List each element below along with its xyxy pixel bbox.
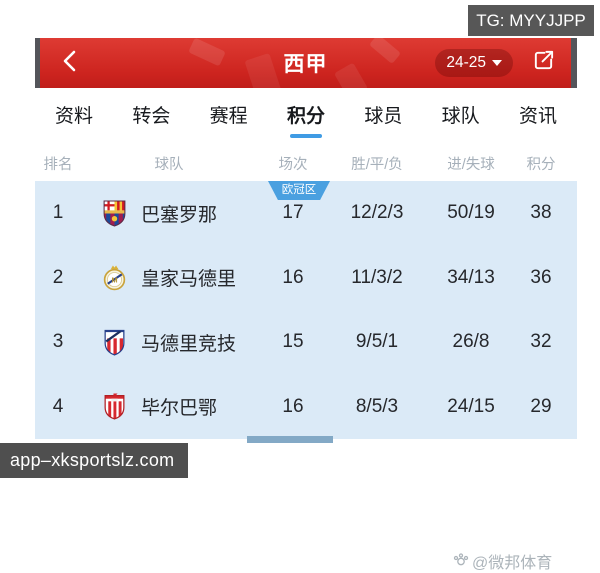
tab-players[interactable]: 球员 — [364, 101, 402, 138]
played-cell: 16 — [282, 266, 304, 288]
table-row[interactable]: 2 M 皇家马德里 16 11/3/2 34/13 36 — [35, 246, 577, 311]
tab-standings[interactable]: 积分 — [287, 101, 325, 138]
champions-league-zone-badge: 欧冠区 — [268, 181, 330, 200]
wdl-cell: 8/5/3 — [355, 395, 399, 417]
tab-transfers[interactable]: 转会 — [132, 101, 170, 138]
rank-cell: 4 — [52, 395, 64, 417]
confetti-decoration — [333, 62, 369, 88]
confetti-decoration — [369, 38, 401, 65]
table-row[interactable]: 3 马 — [35, 310, 577, 375]
tab-schedule[interactable]: 赛程 — [210, 101, 248, 138]
team-cell: 马德里竞技 — [81, 329, 257, 356]
chevron-down-icon — [492, 60, 502, 66]
confetti-decoration — [188, 38, 226, 67]
played-cell: 15 — [282, 331, 304, 353]
chevron-left-icon — [62, 50, 76, 77]
team-name: 巴塞罗那 — [141, 204, 218, 226]
share-icon — [532, 49, 555, 77]
table-row[interactable]: 欧冠区 1 — [35, 181, 577, 246]
barcelona-crest-icon — [101, 200, 128, 227]
table-row[interactable]: 4 — [35, 375, 577, 440]
tab-label: 赛程 — [209, 106, 248, 127]
team-cell: M 皇家马德里 — [81, 264, 257, 291]
standings-table: 欧冠区 1 — [35, 181, 577, 572]
tab-info[interactable]: 资料 — [55, 101, 93, 138]
watermark: @微邦体育 — [453, 549, 552, 573]
next-row-partial — [247, 436, 333, 443]
watermark-text: @微邦体育 — [472, 555, 553, 572]
tab-label: 球队 — [441, 106, 480, 127]
tab-news[interactable]: 资讯 — [519, 101, 557, 138]
wdl-cell: 11/3/2 — [351, 266, 403, 288]
played-cell: 16 — [282, 395, 304, 417]
goals-cell: 34/13 — [447, 266, 495, 288]
tab-teams[interactable]: 球队 — [442, 101, 480, 138]
active-tab-underline — [289, 134, 322, 138]
tab-label: 积分 — [286, 106, 325, 127]
points-cell: 32 — [530, 331, 552, 353]
wdl-cell: 9/5/1 — [355, 331, 399, 353]
page-title: 西甲 — [283, 53, 328, 76]
app-window: 西甲 24-25 资料 转会 赛程 积分 球员 球队 资讯 排名 球队 场次 — [35, 38, 577, 572]
team-name: 马德里竞技 — [141, 333, 237, 355]
paw-icon — [453, 551, 469, 572]
col-wdl: 胜/平/负 — [351, 156, 403, 173]
share-button[interactable] — [529, 49, 557, 77]
wdl-cell: 12/2/3 — [350, 202, 404, 224]
confetti-decoration — [244, 52, 282, 88]
tab-label: 资讯 — [518, 106, 557, 127]
points-cell: 36 — [530, 266, 552, 288]
team-name: 皇家马德里 — [141, 269, 237, 291]
season-label: 24-25 — [446, 54, 486, 71]
rank-cell: 2 — [52, 266, 64, 288]
tab-label: 球员 — [364, 106, 403, 127]
real-madrid-crest-icon: M — [101, 264, 128, 291]
col-rank: 排名 — [43, 156, 73, 173]
col-team: 球队 — [154, 156, 184, 173]
col-played: 场次 — [278, 156, 308, 173]
tab-bar: 资料 转会 赛程 积分 球员 球队 资讯 — [35, 88, 577, 145]
svg-text:M: M — [111, 276, 117, 285]
goals-cell: 24/15 — [447, 395, 495, 417]
team-cell: 巴塞罗那 — [81, 200, 257, 227]
col-points: 积分 — [526, 156, 556, 173]
goals-cell: 50/19 — [447, 202, 495, 224]
back-button[interactable] — [56, 50, 82, 76]
team-cell: 毕尔巴鄂 — [81, 393, 257, 420]
telegram-contact-badge: TG: MYYJJPP — [468, 5, 594, 36]
goals-cell: 26/8 — [452, 331, 490, 353]
rank-cell: 1 — [52, 202, 64, 224]
app-header: 西甲 24-25 — [35, 38, 577, 88]
website-badge: app–xksportslz.com — [0, 443, 189, 478]
table-column-headers: 排名 球队 场次 胜/平/负 进/失球 积分 — [35, 145, 577, 181]
tab-label: 资料 — [55, 106, 94, 127]
athletic-bilbao-crest-icon — [101, 393, 128, 420]
points-cell: 29 — [530, 395, 552, 417]
points-cell: 38 — [530, 202, 552, 224]
col-goals: 进/失球 — [447, 156, 495, 173]
season-selector[interactable]: 24-25 — [435, 49, 513, 77]
played-cell: 17 — [282, 202, 304, 224]
tab-label: 转会 — [132, 106, 171, 127]
rank-cell: 3 — [52, 331, 64, 353]
atletico-madrid-crest-icon — [101, 329, 128, 356]
team-name: 毕尔巴鄂 — [141, 398, 218, 420]
